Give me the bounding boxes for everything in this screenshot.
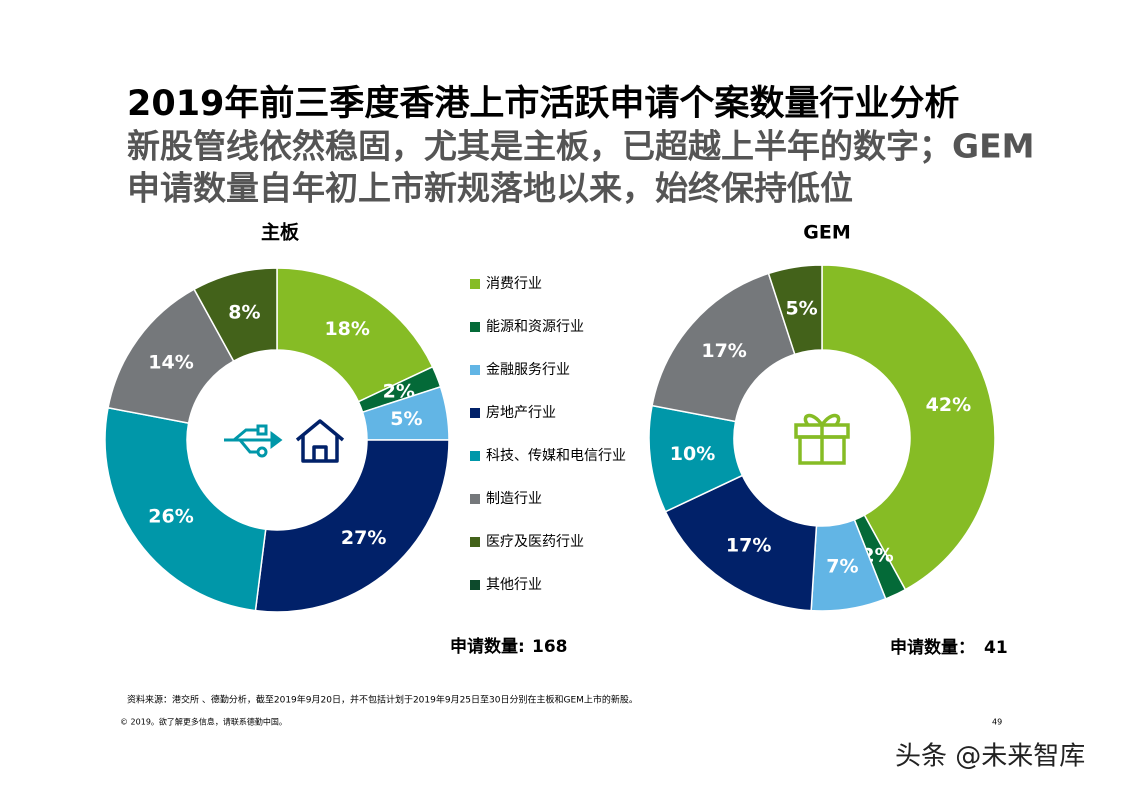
data-label: 17% xyxy=(726,534,771,556)
legend-label: 其他行业 xyxy=(486,577,542,593)
data-label: 7% xyxy=(826,555,858,577)
legend-swatch xyxy=(470,537,480,547)
subtitle: 申请数量自年初上市新规落地以来，始终保持低位 xyxy=(127,169,853,208)
donut-slice xyxy=(254,439,450,613)
data-label: 2% xyxy=(383,380,415,402)
footnote: 资料来源：港交所 、德勤分析，截至2019年9月20日，并不包括计划于2019年… xyxy=(127,694,638,706)
count-label: 申请数量: xyxy=(450,636,525,657)
data-label: 14% xyxy=(148,352,193,374)
data-label: 42% xyxy=(926,394,971,416)
donut-slice xyxy=(276,267,434,403)
data-label: 5% xyxy=(390,408,422,430)
data-label: 8% xyxy=(228,302,260,324)
count-value: 41 xyxy=(984,638,1008,658)
legend-label: 消费行业 xyxy=(486,276,542,292)
legend-label: 房地产行业 xyxy=(486,405,556,421)
legend-label: 制造行业 xyxy=(486,491,542,507)
legend-swatch xyxy=(470,365,480,375)
donut-slice xyxy=(193,267,278,363)
legend-label: 金融服务行业 xyxy=(486,362,570,378)
usb-icon xyxy=(224,424,283,458)
legend-swatch xyxy=(470,451,480,461)
legend-swatch xyxy=(470,580,480,590)
chart-title: 主板 xyxy=(261,221,300,244)
legend-swatch xyxy=(470,408,480,418)
count-value: 168 xyxy=(532,637,568,657)
donut-slice xyxy=(104,406,267,612)
count-label: 申请数量： xyxy=(890,637,975,658)
data-label: 5% xyxy=(785,298,817,320)
copyright: © 2019。欲了解更多信息，请联系德勤中国。 xyxy=(120,717,287,727)
watermark: 头条 @未来智库 xyxy=(895,742,1085,772)
donut-slice xyxy=(821,264,996,591)
legend-swatch xyxy=(470,494,480,504)
legend-swatch xyxy=(470,322,480,332)
donut-slice xyxy=(767,264,823,356)
legend-swatch xyxy=(470,279,480,289)
gift-icon xyxy=(794,413,850,465)
legend-label: 能源和资源行业 xyxy=(486,319,584,335)
data-label: 17% xyxy=(701,340,746,362)
legend-label: 科技、传媒和电信行业 xyxy=(486,448,626,464)
data-label: 18% xyxy=(324,318,369,340)
title: 2019年前三季度香港上市活跃申请个案数量行业分析 xyxy=(127,84,959,124)
house-icon xyxy=(295,419,345,463)
subtitle: 新股管线依然稳固，尤其是主板，已超越上半年的数字；GEM xyxy=(127,127,1034,166)
data-label: 26% xyxy=(148,505,193,527)
data-label: 27% xyxy=(341,527,386,549)
legend-label: 医疗及医药行业 xyxy=(486,534,584,550)
chart-title: GEM xyxy=(803,222,850,244)
page-number: 49 xyxy=(992,718,1002,727)
data-label: 10% xyxy=(670,443,715,465)
